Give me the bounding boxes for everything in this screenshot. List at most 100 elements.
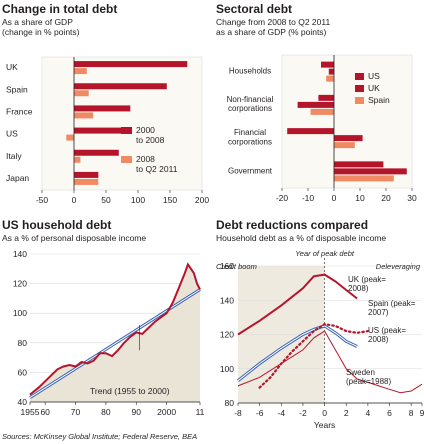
series-label-spain: Spain (peak= 2007) bbox=[368, 299, 416, 317]
bar bbox=[74, 105, 131, 112]
y-tick-label: 100 bbox=[13, 308, 27, 318]
legend-label: UK bbox=[368, 83, 380, 93]
x-axis-label: Years bbox=[314, 420, 335, 430]
series-line-sweden bbox=[237, 330, 423, 394]
debt-area bbox=[30, 264, 200, 402]
bar bbox=[74, 90, 89, 97]
x-tick-label: 80 bbox=[101, 407, 111, 417]
category-label: Financial corporations bbox=[228, 128, 272, 146]
chart-title: Change in total debt bbox=[2, 2, 118, 16]
bar bbox=[74, 83, 167, 90]
bar bbox=[334, 142, 355, 149]
y-tick-label: 40 bbox=[18, 397, 28, 407]
bar bbox=[297, 101, 334, 108]
chart-subtitle: As a % of personal disposable income bbox=[2, 233, 147, 243]
bar bbox=[318, 94, 334, 101]
category-label: Italy bbox=[6, 151, 22, 161]
bar bbox=[328, 68, 334, 75]
plot-area bbox=[281, 54, 413, 189]
x-tick-label: 9 bbox=[420, 408, 424, 418]
x-tick-label: 11 bbox=[196, 407, 205, 417]
annotation-credit-boom: Credit boom bbox=[216, 262, 257, 271]
x-tick-label: -50 bbox=[36, 195, 49, 205]
category-label: UK bbox=[6, 62, 18, 72]
x-tick-label: 0 bbox=[72, 195, 77, 205]
x-tick-label: 90 bbox=[132, 407, 142, 417]
x-tick-label: 0 bbox=[322, 408, 327, 418]
x-tick-label: 60 bbox=[40, 407, 50, 417]
category-label: France bbox=[6, 106, 33, 116]
x-tick-label: -6 bbox=[256, 408, 264, 418]
legend-label: Spain bbox=[368, 95, 390, 105]
chart-change-in-total-debt: Change in total debt As a share of GDP (… bbox=[0, 0, 212, 218]
chart-title: US household debt bbox=[2, 218, 112, 232]
x-tick-label: 150 bbox=[163, 195, 177, 205]
chart-subtitle: As a share of GDP (change in % points) bbox=[2, 17, 80, 37]
y-tick-label: 140 bbox=[220, 295, 234, 305]
series-line-us-core bbox=[237, 325, 358, 382]
chart-us-household-debt: US household debt As a % of personal dis… bbox=[0, 216, 212, 428]
series-label-sweden: Sweden (peak=1988) bbox=[346, 368, 391, 386]
x-tick-label: -4 bbox=[278, 408, 286, 418]
legend-label: US bbox=[368, 71, 380, 81]
bar-chart-sectoral-debt: Households Non-financial corporations Finan… bbox=[227, 54, 417, 203]
x-tick-label: 2 bbox=[344, 408, 349, 418]
bar bbox=[74, 127, 122, 134]
bar bbox=[74, 68, 87, 75]
legend-swatch bbox=[355, 73, 364, 80]
bar bbox=[66, 134, 74, 141]
bar bbox=[74, 149, 119, 156]
bar bbox=[334, 175, 394, 182]
bar bbox=[321, 61, 334, 68]
legend-swatch bbox=[355, 85, 364, 92]
x-tick-label: 4 bbox=[366, 408, 371, 418]
category-label: Government bbox=[228, 166, 273, 175]
plot-area bbox=[41, 56, 203, 191]
chart-title: Debt reductions compared bbox=[216, 218, 369, 232]
legend-label: 2008 to Q2 2011 bbox=[136, 154, 178, 174]
category-label: Japan bbox=[6, 173, 29, 183]
x-tick-label: -8 bbox=[234, 408, 242, 418]
x-tick-label: 50 bbox=[101, 195, 111, 205]
annotation-trend: Trend (1955 to 2000) bbox=[90, 386, 170, 396]
trend-line-core bbox=[29, 289, 201, 399]
bar bbox=[74, 112, 94, 119]
x-tick-label: 20 bbox=[381, 193, 391, 203]
annotation-deleveraging: Deleveraging bbox=[376, 262, 421, 271]
y-tick-label: 140 bbox=[13, 249, 27, 259]
peak-year-label: Year of peak debt bbox=[295, 249, 355, 258]
legend-swatch bbox=[355, 97, 364, 104]
chart-title: Sectoral debt bbox=[216, 2, 293, 16]
category-label: US bbox=[6, 129, 18, 139]
y-tick-label: 120 bbox=[13, 279, 27, 289]
bar bbox=[334, 161, 384, 168]
category-label: Households bbox=[229, 67, 271, 76]
x-tick-label: 200 bbox=[195, 195, 209, 205]
x-tick-label: 30 bbox=[407, 193, 417, 203]
series-label-uk: UK (peak= 2008) bbox=[348, 275, 386, 293]
category-label: Spain bbox=[6, 84, 28, 94]
series-label-us: US (peak= 2008) bbox=[368, 326, 406, 344]
y-tick-label: 80 bbox=[18, 338, 28, 348]
x-tick-label: 100 bbox=[131, 195, 145, 205]
series-line-uk bbox=[237, 273, 358, 336]
legend-swatch bbox=[121, 156, 132, 163]
x-tick-label: -20 bbox=[276, 193, 289, 203]
y-tick-label: 80 bbox=[225, 398, 235, 408]
bar bbox=[74, 61, 188, 68]
series-line-spain bbox=[258, 323, 369, 389]
bar bbox=[326, 75, 334, 82]
x-tick-label: 2000 bbox=[157, 407, 176, 417]
y-tick-label: 120 bbox=[220, 330, 234, 340]
x-tick-label: -2 bbox=[299, 408, 307, 418]
bar bbox=[310, 108, 334, 115]
category-label: Non-financial corporations bbox=[227, 95, 274, 113]
x-tick-label: 10 bbox=[355, 193, 365, 203]
chart-sectoral-debt: Sectoral debt Change from 2008 to Q2 201… bbox=[212, 0, 424, 218]
x-tick-label: 0 bbox=[332, 193, 337, 203]
chart-subtitle: Change from 2008 to Q2 2011 as a share o… bbox=[216, 17, 331, 37]
bar bbox=[74, 156, 81, 163]
source-note: Sources: McKinsey Global Institute; Fede… bbox=[2, 432, 198, 441]
